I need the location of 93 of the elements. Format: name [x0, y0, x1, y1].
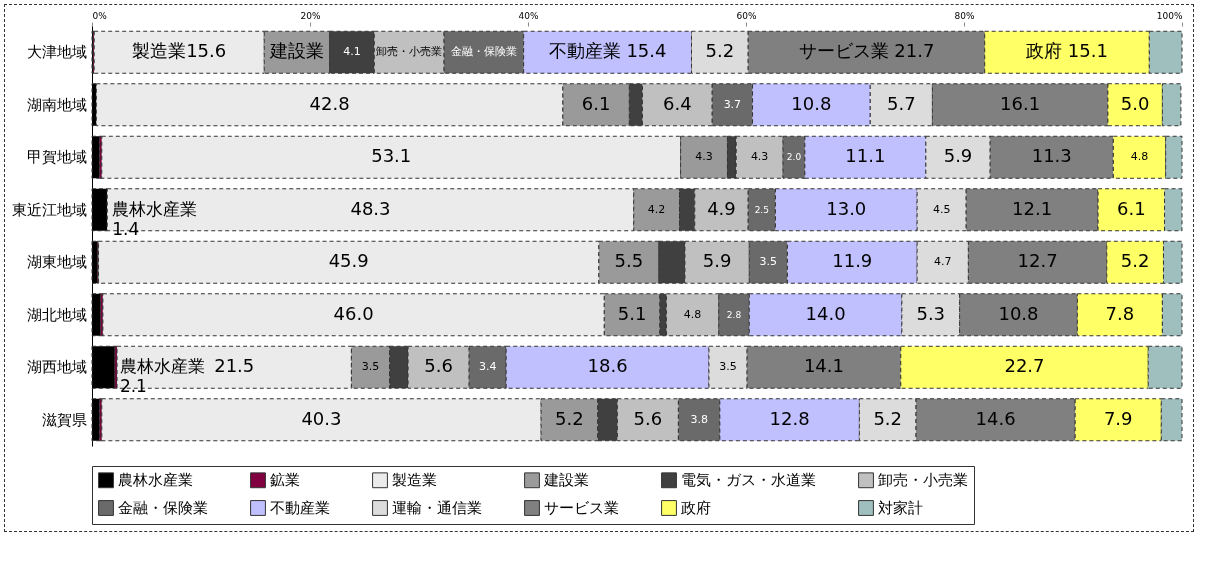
data-label: 6.4	[663, 92, 692, 114]
data-label: 不動産業 15.4	[548, 40, 667, 62]
legend-label: 卸売・小売業	[878, 471, 968, 490]
data-label: 14.6	[975, 407, 1016, 429]
data-label: 3.5	[719, 360, 737, 374]
legend-label: 電気・ガス・水道業	[681, 471, 816, 490]
data-label: 2.0	[786, 152, 802, 163]
data-label: 3.5	[759, 255, 778, 269]
x-tick-label: 60%	[736, 10, 757, 21]
data-label: 卸売・小売業	[376, 45, 443, 59]
legend-label: 金融・保険業	[118, 499, 208, 517]
x-tick-label: 40%	[518, 10, 539, 21]
data-label: 5.1	[617, 302, 647, 324]
data-label: 5.2	[705, 40, 735, 62]
legend-label: 製造業	[392, 471, 437, 490]
data-label: 21.5	[214, 355, 255, 377]
data-label: 建設業	[268, 40, 324, 62]
data-label: 11.1	[845, 145, 886, 167]
data-label: 5.0	[1120, 92, 1150, 114]
legend-label: 政府	[681, 499, 711, 517]
data-label: 5.9	[702, 250, 732, 272]
y-tick-label: 湖西地域	[26, 358, 87, 377]
data-label: 5.2	[555, 407, 584, 429]
data-label: 10.8	[791, 92, 832, 114]
data-label: 4.9	[707, 197, 736, 219]
data-label: 53.1	[371, 145, 412, 167]
data-label: 2.5	[754, 204, 769, 215]
data-label: 農林水産業 1.4	[112, 198, 198, 239]
data-label: 7.8	[1105, 302, 1135, 324]
data-label: サービス業 21.7	[798, 40, 935, 62]
data-label: 4.7	[933, 255, 952, 269]
data-label: 6.1	[1116, 197, 1146, 219]
data-label: 10.8	[998, 302, 1039, 324]
data-label: 13.0	[826, 197, 867, 219]
data-label: 3.5	[361, 360, 380, 374]
data-label: 14.0	[805, 302, 846, 324]
data-label: 12.8	[769, 407, 810, 429]
data-label: 4.2	[647, 202, 666, 216]
x-tick-label: 0%	[92, 10, 108, 21]
data-label: 3.7	[723, 97, 742, 111]
data-label: 4.8	[1130, 150, 1149, 164]
legend-label: 運輸・通信業	[392, 499, 482, 517]
data-label: 48.3	[350, 197, 391, 219]
data-label: 16.1	[1000, 92, 1041, 114]
y-tick-label: 東近江地域	[11, 200, 87, 219]
data-label: 6.1	[581, 92, 611, 114]
data-label: 3.8	[690, 412, 708, 426]
data-label: 5.6	[424, 355, 453, 377]
data-label: 11.3	[1031, 145, 1072, 167]
legend-label: 建設業	[543, 471, 589, 490]
data-label: 40.3	[301, 407, 342, 429]
y-tick-label: 滋賀県	[41, 410, 87, 429]
data-label: 12.1	[1012, 197, 1053, 219]
x-tick-label: 20%	[300, 10, 321, 21]
data-label: 農林水産業 2.1	[119, 356, 205, 397]
data-label: 11.9	[832, 250, 873, 272]
y-tick-label: 湖南地域	[26, 95, 87, 114]
data-label: 製造業15.6	[132, 40, 227, 62]
data-label: 5.3	[916, 302, 946, 324]
x-tick-label: 100%	[1156, 10, 1183, 21]
data-label: 5.9	[943, 145, 973, 167]
data-label: 4.3	[695, 150, 713, 164]
data-label: 4.3	[750, 150, 769, 164]
data-label: 22.7	[1004, 355, 1045, 377]
data-label: 5.5	[614, 250, 644, 272]
y-tick-label: 大津地域	[26, 43, 87, 62]
data-label: 政府 15.1	[1026, 40, 1108, 62]
data-label: 46.0	[333, 302, 374, 324]
legend-label: サービス業	[544, 499, 619, 517]
data-label: 42.8	[309, 92, 350, 114]
data-label: 2.8	[726, 309, 742, 320]
data-label: 5.2	[873, 407, 903, 429]
data-label: 4.5	[932, 202, 951, 216]
data-label: 5.6	[633, 407, 663, 429]
data-label: 金融・保険業	[450, 45, 517, 59]
data-label: 18.6	[587, 355, 628, 377]
y-tick-label: 湖北地域	[26, 305, 87, 324]
data-label: 4.1	[343, 45, 361, 59]
legend-label: 農林水産業	[118, 471, 193, 490]
data-label: 4.8	[683, 307, 702, 321]
x-tick-label: 80%	[954, 10, 975, 21]
y-tick-label: 湖東地域	[26, 253, 87, 272]
data-label: 3.4	[478, 360, 497, 374]
legend-label: 鉱業	[270, 471, 300, 490]
data-label: 5.2	[1120, 250, 1150, 272]
data-label: 45.9	[328, 250, 369, 272]
data-label: 5.7	[887, 92, 916, 114]
y-tick-label: 甲賀地域	[26, 148, 87, 167]
legend-label: 不動産業	[270, 499, 330, 517]
data-label: 7.9	[1103, 407, 1133, 429]
legend-label: 対家計	[878, 499, 923, 517]
data-label: 12.7	[1017, 250, 1058, 272]
data-label: 14.1	[803, 355, 844, 377]
